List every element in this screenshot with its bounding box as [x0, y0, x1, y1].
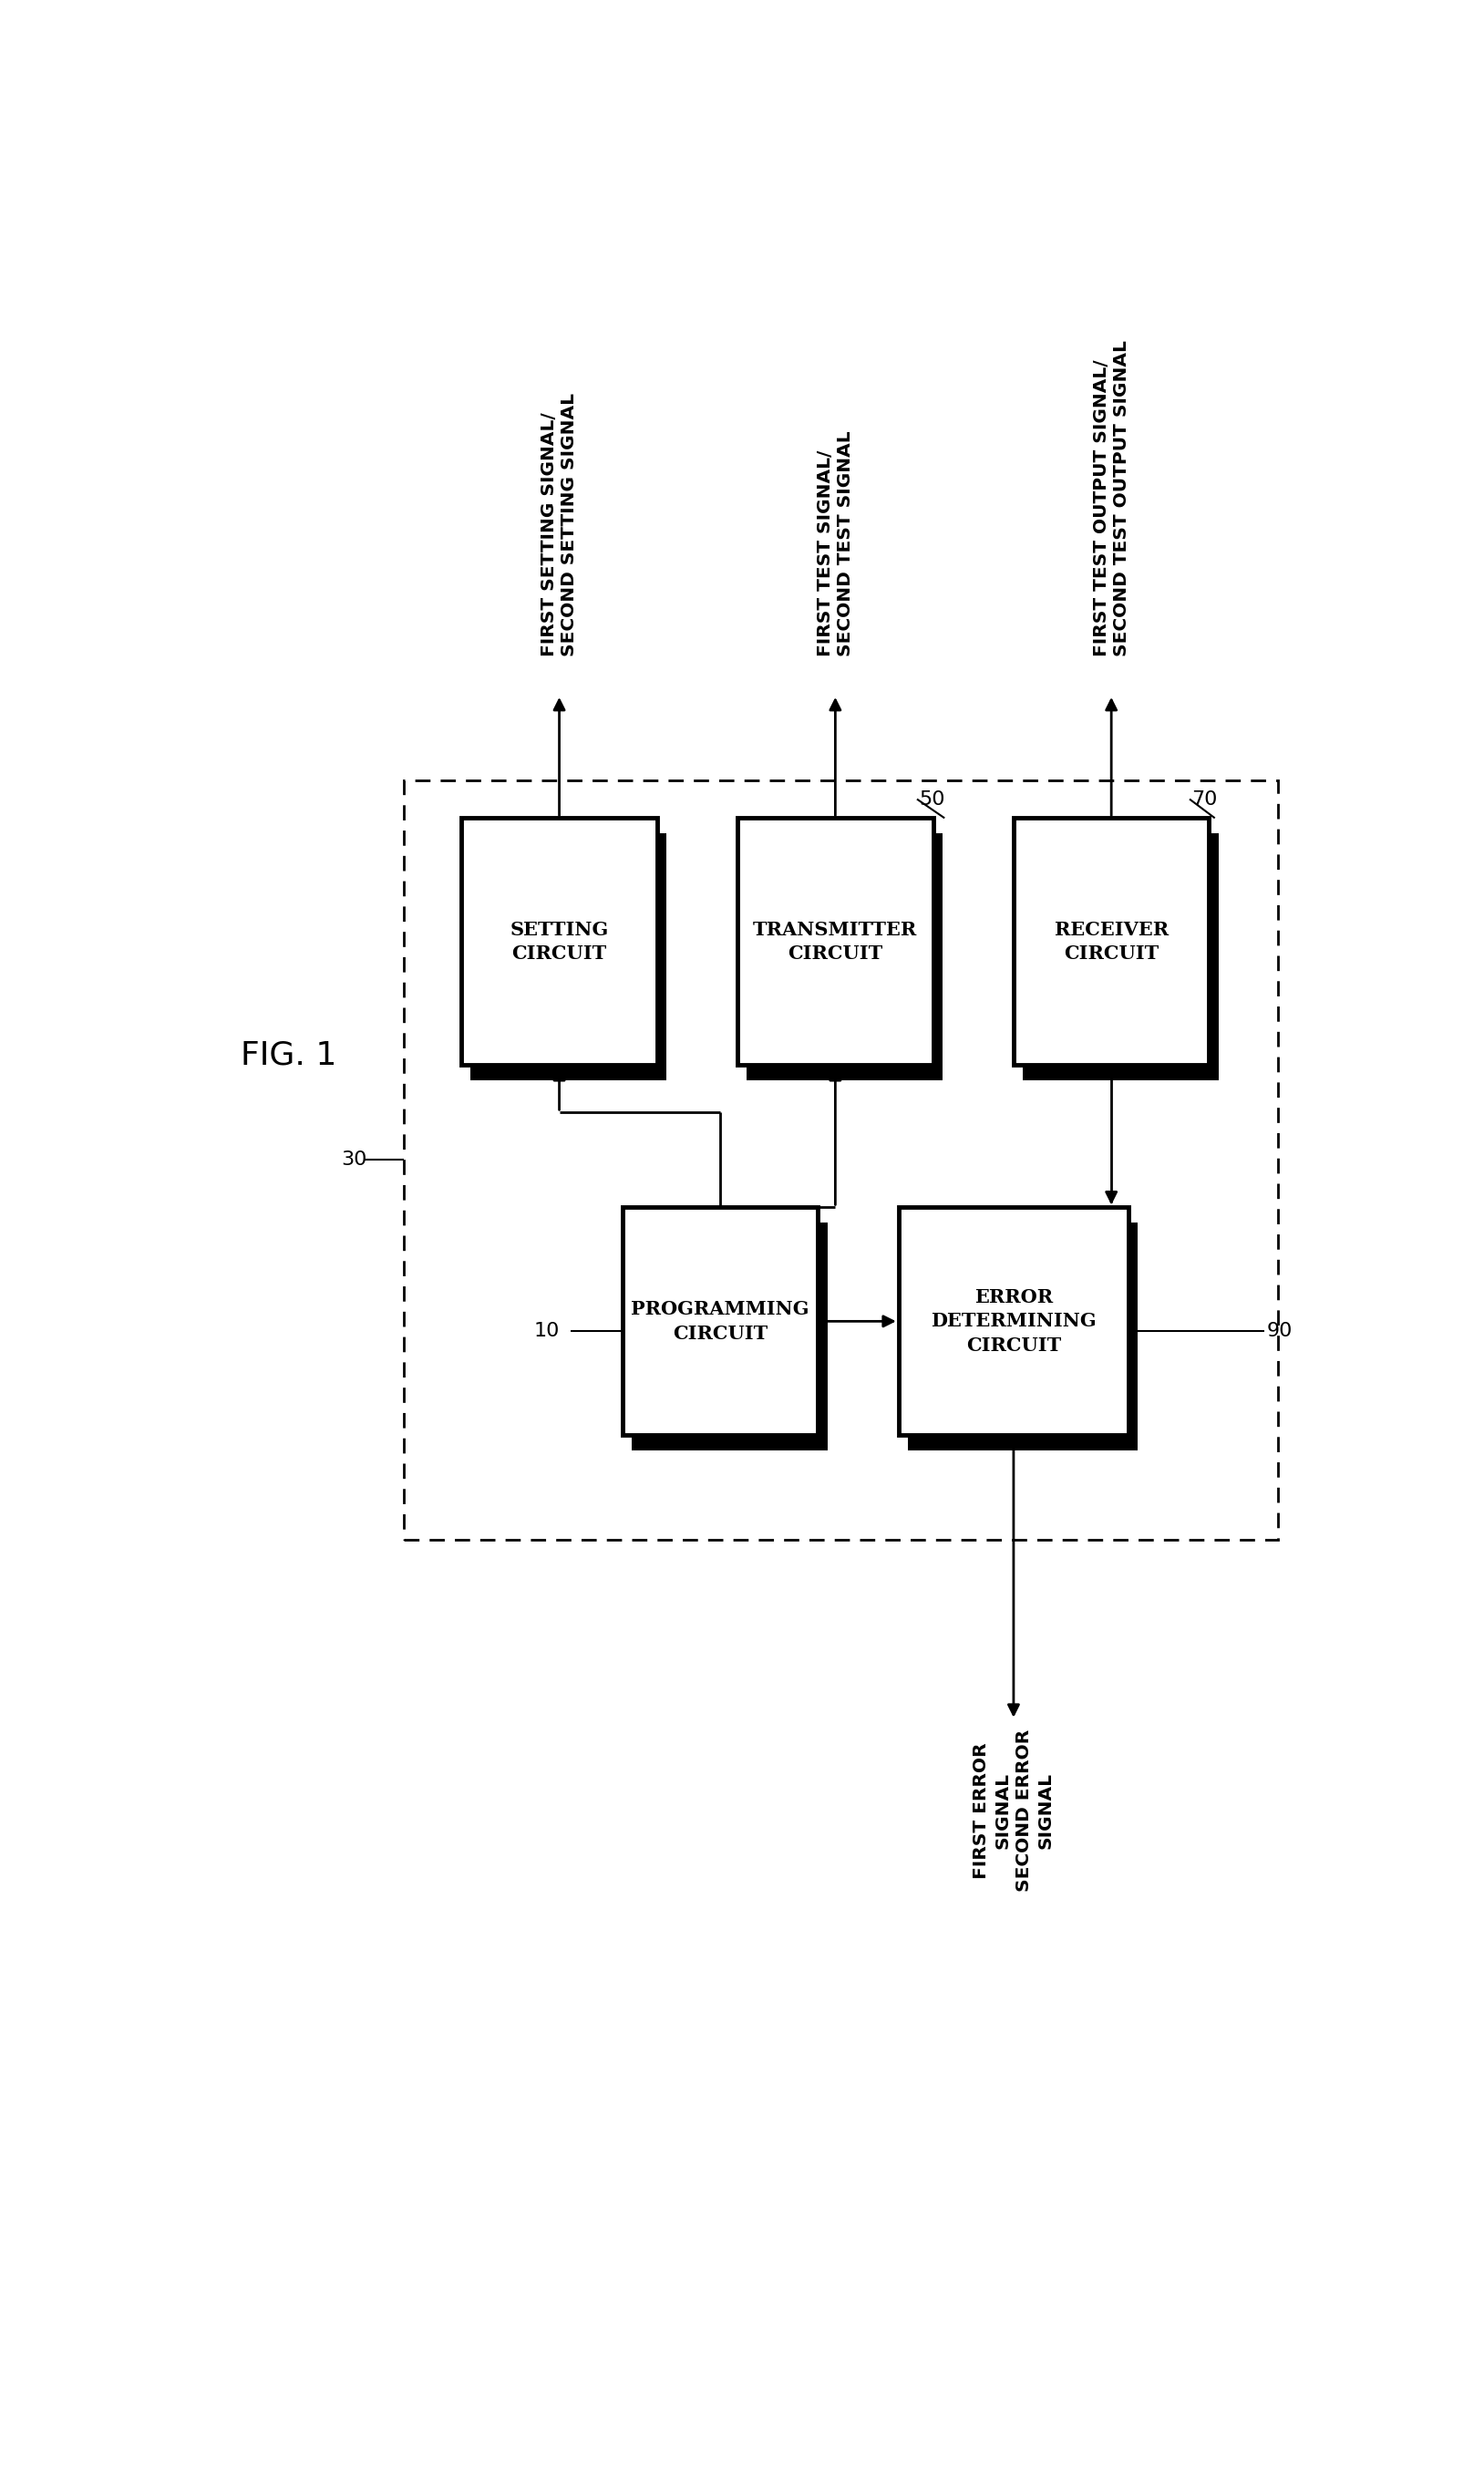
Text: RECEIVER
CIRCUIT: RECEIVER CIRCUIT [1054, 920, 1168, 962]
Bar [404, 779, 1278, 1539]
Bar [623, 1208, 818, 1435]
Bar [738, 819, 933, 1065]
Bar [462, 819, 657, 1065]
Text: FIG. 1: FIG. 1 [240, 1041, 337, 1070]
Bar [746, 834, 942, 1080]
Text: FIRST ERROR
SIGNAL
SECOND ERROR
SIGNAL: FIRST ERROR SIGNAL SECOND ERROR SIGNAL [974, 1729, 1054, 1891]
Bar [1014, 819, 1209, 1065]
Text: ERROR
DETERMINING
CIRCUIT: ERROR DETERMINING CIRCUIT [930, 1287, 1097, 1354]
Text: SETTING
CIRCUIT: SETTING CIRCUIT [510, 920, 608, 962]
Text: 90: 90 [1267, 1322, 1293, 1339]
Bar [632, 1223, 827, 1450]
Bar [908, 1223, 1138, 1450]
Bar [899, 1208, 1129, 1435]
Bar [470, 834, 666, 1080]
Text: PROGRAMMING
CIRCUIT: PROGRAMMING CIRCUIT [631, 1300, 809, 1342]
Text: 50: 50 [919, 789, 945, 809]
Text: 10: 10 [533, 1322, 559, 1339]
Text: TRANSMITTER
CIRCUIT: TRANSMITTER CIRCUIT [754, 920, 917, 962]
Bar [1022, 834, 1218, 1080]
Text: 70: 70 [1192, 789, 1218, 809]
Text: FIRST TEST SIGNAL/
SECOND TEST SIGNAL: FIRST TEST SIGNAL/ SECOND TEST SIGNAL [816, 432, 853, 656]
Text: FIRST SETTING SIGNAL/
SECOND SETTING SIGNAL: FIRST SETTING SIGNAL/ SECOND SETTING SIG… [540, 392, 577, 656]
Text: FIRST TEST OUTPUT SIGNAL/
SECOND TEST OUTPUT SIGNAL: FIRST TEST OUTPUT SIGNAL/ SECOND TEST OU… [1092, 340, 1129, 656]
Text: 30: 30 [341, 1152, 367, 1169]
